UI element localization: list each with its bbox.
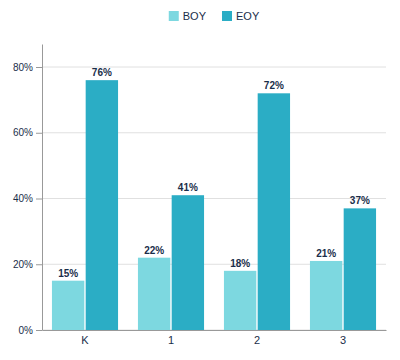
- data-label: 72%: [264, 80, 284, 91]
- y-tick-label: 20%: [13, 259, 33, 270]
- x-tick-label: K: [81, 334, 89, 346]
- bar: [172, 195, 204, 330]
- data-label: 37%: [350, 195, 370, 206]
- x-tick: K: [81, 334, 89, 346]
- y-axis: 0% 20% 40% 60% 80%: [13, 45, 43, 336]
- y-tick: 80%: [13, 62, 42, 73]
- y-tick: 0%: [19, 325, 42, 336]
- legend-swatch: [169, 11, 179, 21]
- x-tick-label: 3: [340, 334, 346, 346]
- y-tick-mark: [36, 330, 42, 331]
- legend-swatch: [222, 11, 232, 21]
- plot: 15% 22% 18% 21% 76% 41% 72% 37% 0% 20% 40% 60% 80% K 1…: [13, 45, 387, 346]
- y-tick-label: 40%: [13, 193, 33, 204]
- y-tick: 60%: [13, 127, 42, 138]
- legend-item: BOY: [169, 10, 207, 22]
- x-axis: K 1 2 3: [43, 331, 387, 346]
- bar: [310, 261, 342, 330]
- legend-item: EOY: [222, 10, 260, 22]
- bar: [86, 80, 118, 330]
- data-label: 21%: [316, 248, 336, 259]
- data-label: 22%: [144, 245, 164, 256]
- data-label: 41%: [178, 182, 198, 193]
- x-tick: 2: [254, 334, 260, 346]
- legend-label: EOY: [236, 10, 260, 22]
- data-labels: 15% 22% 18% 21% 76% 41% 72% 37%: [58, 67, 370, 279]
- bar: [138, 258, 170, 330]
- y-tick-mark: [36, 199, 42, 200]
- y-tick-mark: [36, 133, 42, 134]
- bar-series: [86, 80, 376, 330]
- x-tick: 3: [340, 334, 346, 346]
- bars: [52, 80, 376, 330]
- x-tick: 1: [168, 334, 174, 346]
- grid: [42, 67, 386, 330]
- y-tick-mark: [36, 264, 42, 265]
- bar: [52, 281, 84, 330]
- legend: BOY EOY: [169, 10, 260, 22]
- y-tick: 20%: [13, 259, 42, 270]
- data-label: 18%: [230, 258, 250, 269]
- bar: [224, 271, 256, 330]
- x-tick-label: 1: [168, 334, 174, 346]
- y-tick-label: 60%: [13, 127, 33, 138]
- x-tick-label: 2: [254, 334, 260, 346]
- data-label: 15%: [58, 268, 78, 279]
- x-axis-line: [43, 330, 387, 331]
- y-axis-line: [42, 45, 43, 331]
- bar: [344, 208, 376, 330]
- y-tick: 40%: [13, 193, 42, 204]
- data-label: 76%: [92, 67, 112, 78]
- chart: 15% 22% 18% 21% 76% 41% 72% 37% 0% 20% 40% 60% 80% K 1…: [0, 0, 400, 360]
- y-tick-label: 0%: [19, 325, 34, 336]
- legend-label: BOY: [183, 10, 207, 22]
- bar: [258, 93, 290, 330]
- y-tick-mark: [36, 67, 42, 68]
- y-tick-label: 80%: [13, 62, 33, 73]
